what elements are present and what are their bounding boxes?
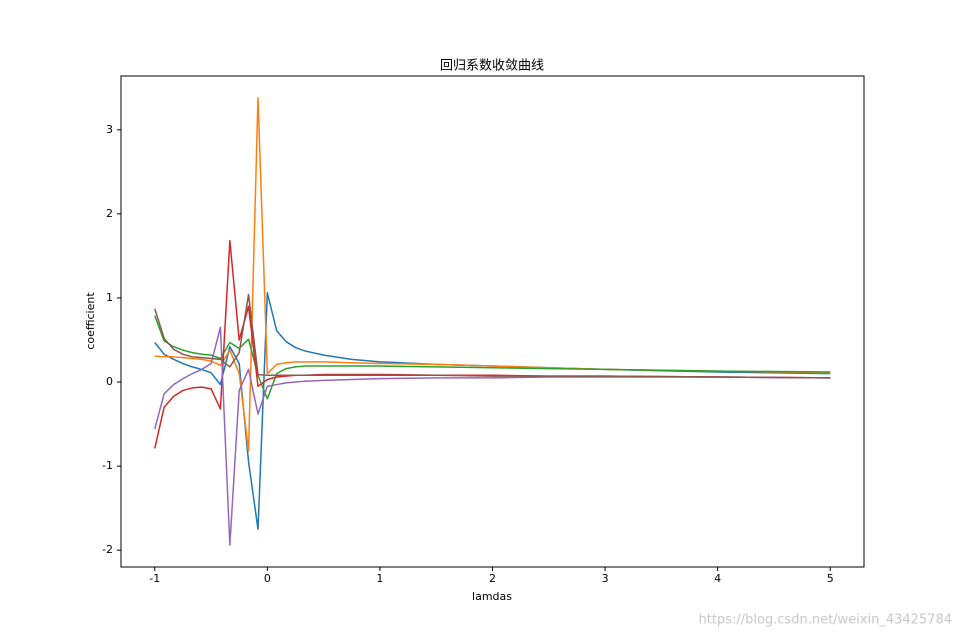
y-axis-label: coefficient [84,292,97,350]
watermark: https://blog.csdn.net/weixin_43425784 [698,613,952,628]
series-line [154,240,831,449]
y-tick-label: 0 [106,375,113,388]
series-line [154,326,831,546]
chart-title: 回归系数收敛曲线 [440,58,544,74]
x-tick-label: -1 [149,572,160,585]
x-axis-label: lamdas [472,590,512,603]
y-tick-label: 1 [106,291,113,304]
series-line [154,293,831,379]
x-tick-label: 3 [602,572,609,585]
x-tick-label: 4 [714,572,721,585]
x-tick-label: 5 [827,572,834,585]
x-tick-label: 0 [264,572,271,585]
y-tick-label: -1 [102,459,113,472]
y-tick-label: 3 [106,123,113,136]
y-tick-label: -2 [102,543,113,556]
x-tick-label: 2 [489,572,496,585]
x-tick-label: 1 [376,572,383,585]
y-tick-label: 2 [106,207,113,220]
series-line [154,97,831,452]
series-line [154,315,831,400]
series-line [154,292,831,530]
